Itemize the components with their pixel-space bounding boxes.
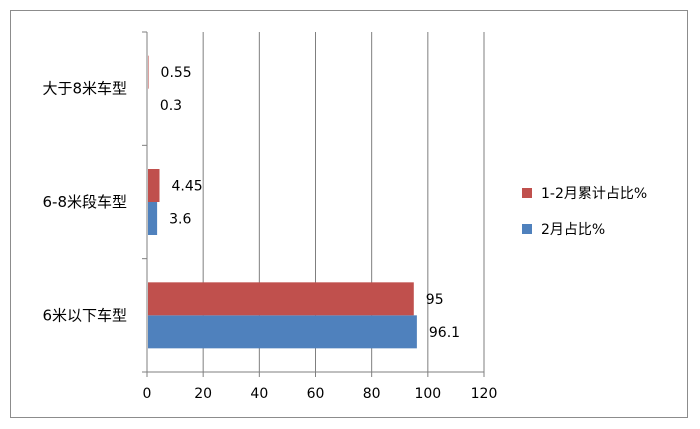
- bar: [148, 55, 149, 89]
- x-tick-label: 0: [143, 386, 152, 402]
- legend-swatch: [522, 224, 532, 234]
- data-label: 0.3: [160, 98, 182, 114]
- x-tick-label: 60: [307, 386, 325, 402]
- x-tick-label: 20: [194, 386, 212, 402]
- data-label: 4.45: [171, 179, 202, 195]
- data-label: 95: [426, 292, 444, 308]
- data-label: 0.55: [161, 65, 192, 81]
- legend-swatch: [522, 188, 532, 198]
- legend: 1-2月累计占比% 2月占比%: [522, 186, 647, 238]
- bars: [148, 55, 417, 349]
- legend-label: 1-2月累计占比%: [541, 186, 647, 202]
- bar: [148, 202, 158, 235]
- axes: 0 20 40 60 80 100 120: [142, 31, 498, 402]
- category-label: 6-8米段车型: [43, 193, 128, 211]
- x-tick-label: 120: [471, 386, 498, 402]
- x-tick-label: 100: [414, 386, 441, 402]
- data-label: 96.1: [429, 325, 460, 341]
- x-tick-label: 40: [250, 386, 268, 402]
- category-label: 6米以下车型: [42, 306, 127, 324]
- category-label: 大于8米车型: [42, 80, 127, 98]
- data-labels: 6米以下车型 96.1 95 6-8米段车型 3.6 4.45 大于8米车型 0.3 0.55: [42, 65, 460, 341]
- bar: [148, 282, 414, 316]
- bar: [148, 169, 160, 202]
- x-tick-label: 80: [363, 386, 381, 402]
- bar: [148, 315, 417, 349]
- legend-label: 2月占比%: [541, 222, 605, 238]
- data-label: 3.6: [169, 212, 191, 228]
- chart-frame: [10, 10, 688, 418]
